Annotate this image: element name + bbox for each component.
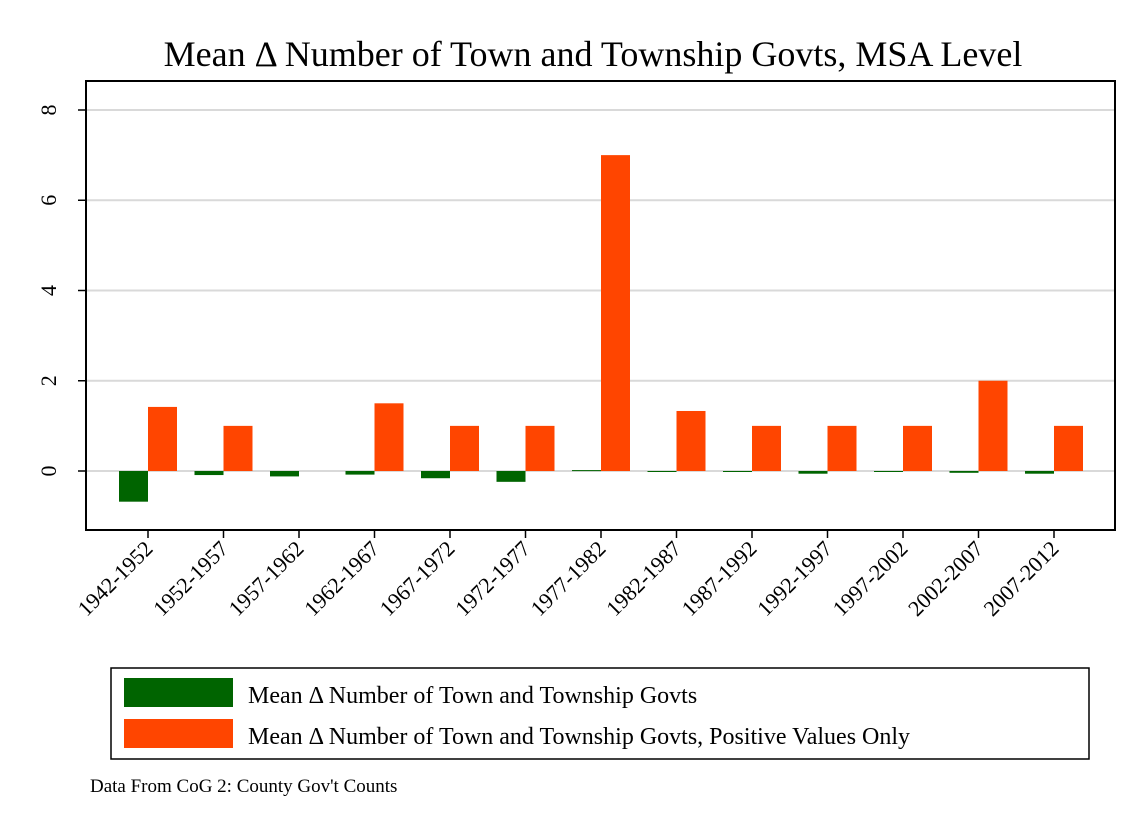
bar-series-1 — [949, 471, 979, 473]
bar-series-1 — [723, 471, 752, 472]
bar-series-2 — [1054, 425, 1083, 471]
bar-series-1 — [421, 471, 450, 479]
x-tick-label: 1982-1987 — [601, 536, 686, 621]
source-note: Data From CoG 2: County Gov't Counts — [90, 776, 397, 797]
y-tick-label: 0 — [36, 466, 61, 477]
bar-series-1 — [119, 471, 148, 502]
y-axis: 0 2 4 6 8 — [36, 105, 86, 477]
y-tick-label: 6 — [36, 195, 61, 206]
x-tick-label: 1962-1967 — [299, 536, 384, 621]
chart-title: Mean Δ Number of Town and Township Govts… — [164, 34, 1023, 74]
bar-series-2 — [676, 410, 706, 471]
y-tick-label: 4 — [36, 285, 61, 296]
bars — [119, 155, 1083, 502]
bar-series-1 — [496, 471, 526, 482]
bar-series-1 — [194, 471, 224, 476]
legend-label-series-1: Mean Δ Number of Town and Township Govts — [248, 683, 697, 709]
y-tick-label: 8 — [36, 105, 61, 116]
bar-series-2 — [223, 425, 253, 471]
x-tick-label: 1977-1982 — [525, 536, 610, 621]
y-tick-label: 2 — [36, 375, 61, 386]
bar-series-1 — [874, 471, 903, 472]
bar-series-2 — [148, 406, 177, 471]
bar-series-1 — [572, 470, 601, 472]
legend-box — [110, 667, 1090, 760]
legend: Mean Δ Number of Town and Township Govts… — [110, 667, 1090, 760]
x-tick-label: 1987-1992 — [676, 536, 761, 621]
x-tick-label: 2007-2012 — [978, 536, 1063, 621]
bar-series-2 — [903, 425, 932, 471]
x-tick-label: 2002-2007 — [903, 536, 988, 621]
x-tick-label: 1942-1952 — [72, 536, 157, 621]
x-tick-label: 1957-1962 — [223, 536, 308, 621]
bar-series-2 — [374, 403, 404, 471]
x-tick-label: 1972-1977 — [450, 536, 535, 621]
bar-series-1 — [798, 471, 828, 474]
bar-series-1 — [345, 471, 375, 475]
x-tick-label: 1992-1997 — [752, 536, 837, 621]
bar-series-1 — [647, 471, 677, 472]
bar-series-2 — [978, 380, 1008, 471]
x-tick-label: 1952-1957 — [148, 536, 233, 621]
x-axis: 1942-19521952-19571957-19621962-19671967… — [72, 530, 1064, 621]
legend-label-series-2: Mean Δ Number of Town and Township Govts… — [248, 724, 910, 750]
bar-series-2 — [525, 425, 555, 471]
legend-swatch-series-1 — [124, 678, 233, 707]
bar-series-2 — [601, 155, 630, 471]
bar-series-2 — [450, 425, 479, 471]
bar-series-1 — [270, 471, 299, 477]
bar-series-2 — [827, 425, 857, 471]
x-tick-label: 1967-1972 — [374, 536, 459, 621]
gridlines — [87, 109, 1114, 472]
bar-series-2 — [752, 425, 781, 471]
bar-series-1 — [1025, 471, 1054, 474]
legend-swatch-series-2 — [124, 719, 233, 748]
x-tick-label: 1997-2002 — [827, 536, 912, 621]
